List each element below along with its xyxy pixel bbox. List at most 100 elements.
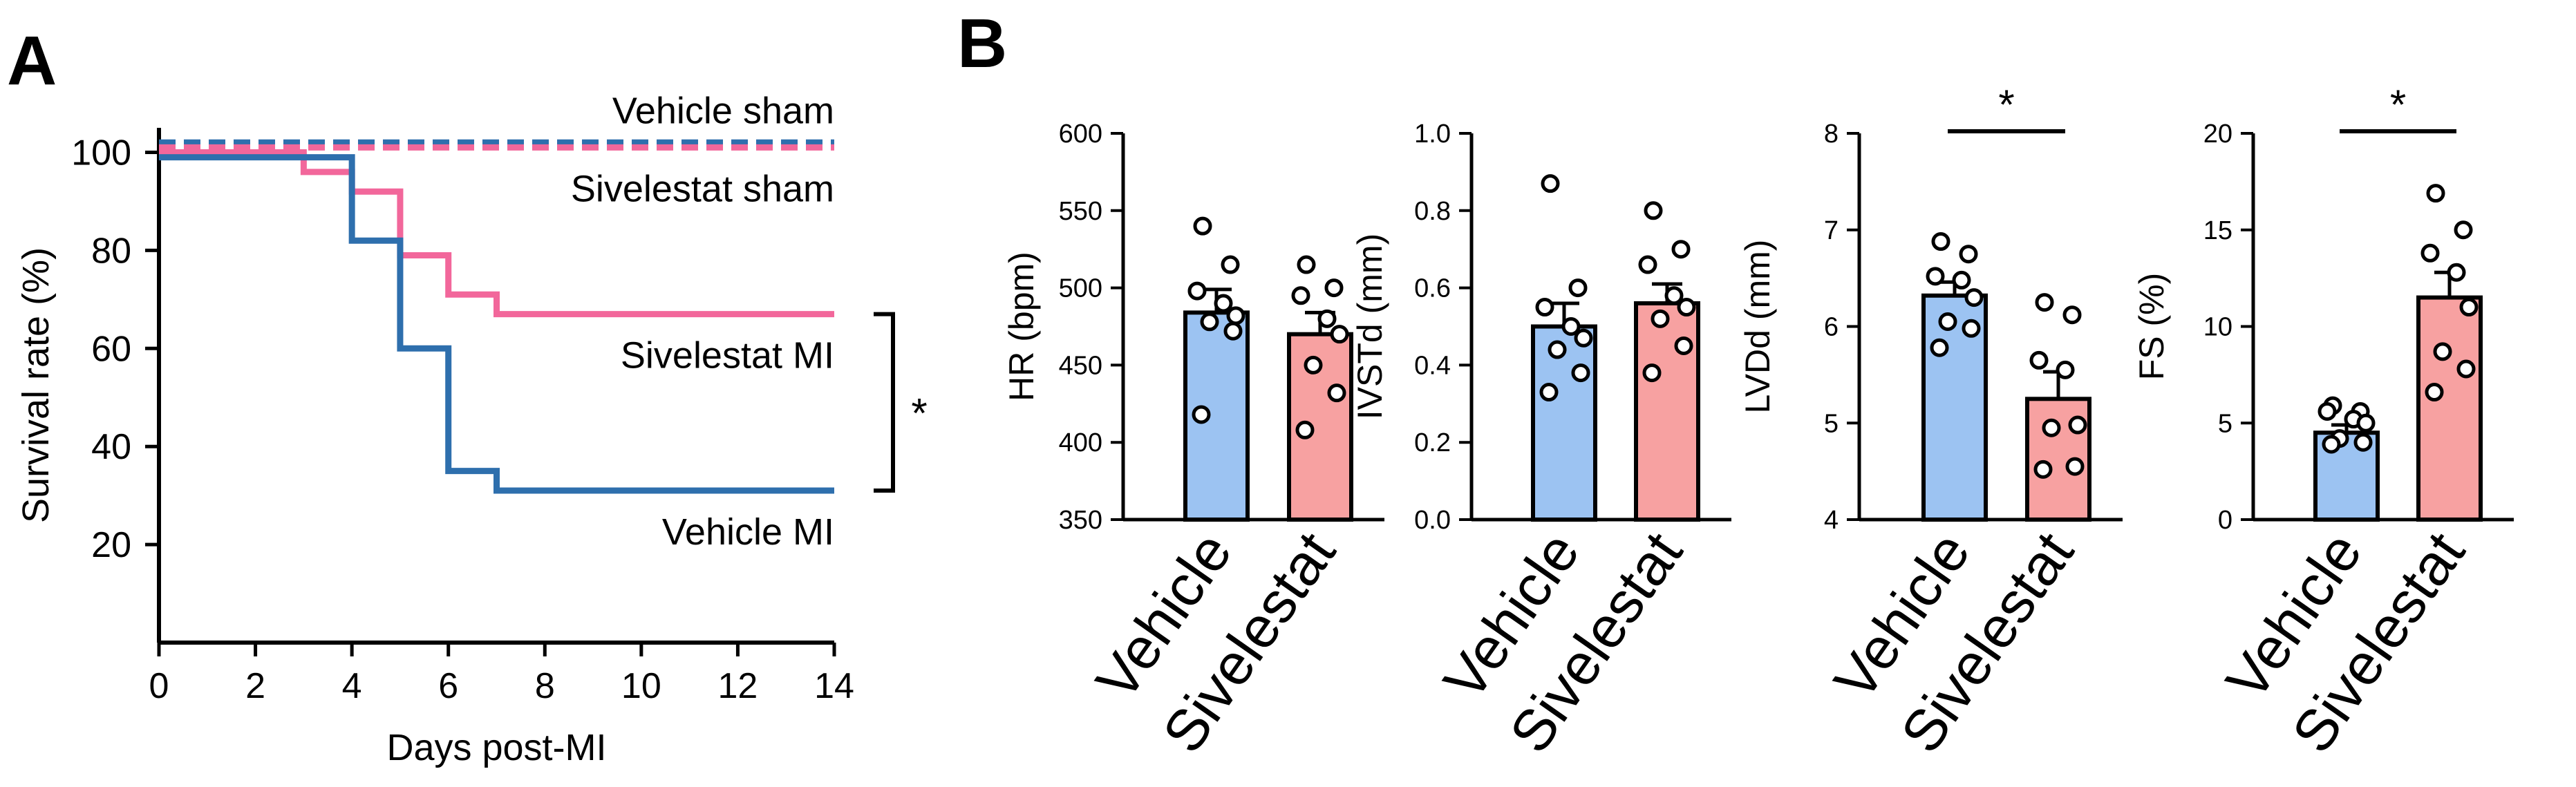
lvdd-data-point (2042, 418, 2061, 437)
hr-data-point (1226, 306, 1245, 325)
lvdd-data-point (2065, 457, 2085, 476)
fs-data-point (2322, 435, 2341, 454)
hr-data-point (1193, 216, 1212, 236)
lvdd-significance-star: * (1998, 82, 2014, 128)
fs-data-point (2433, 342, 2452, 361)
hr-data-point (1304, 355, 1323, 374)
ivstd-data-point (1561, 317, 1581, 336)
lvdd-y-tick-label: 5 (1824, 409, 1839, 438)
ivstd-data-point (1664, 286, 1684, 305)
lvdd-y-tick-label: 8 (1824, 120, 1839, 149)
fs-y-tick-label: 10 (2203, 313, 2232, 342)
ivstd-data-point (1568, 278, 1588, 298)
hr-data-point (1192, 405, 1211, 424)
ivstd-data-point (1535, 298, 1554, 317)
fs-significance-star: * (2390, 82, 2406, 128)
fs-data-point (2318, 401, 2337, 421)
ivstd-data-point (1651, 309, 1670, 328)
y-axis-title: Survival rate (%) (15, 247, 57, 523)
lvdd-data-point (2033, 459, 2053, 479)
ivstd-data-point (1539, 383, 1559, 402)
lvdd-data-point (2035, 293, 2054, 312)
survival-chart: 0 2 4 6 8 10 12 14 20 40 60 80 100 Days post-MI Surviv… (15, 90, 928, 768)
ivstd-data-point (1571, 363, 1590, 383)
y-tick-label: 20 (91, 525, 131, 565)
survival-line-vehicle-mi (159, 154, 834, 494)
panel-label-a: A (7, 22, 57, 99)
hr-data-point (1324, 278, 1344, 298)
hr-y-tick-label: 500 (1059, 274, 1102, 303)
hr-data-point (1221, 255, 1240, 274)
hr-data-point (1291, 286, 1310, 305)
lvdd-data-point (1952, 270, 1971, 290)
lvdd-data-point (2062, 305, 2082, 325)
lvdd-data-point (2029, 350, 2049, 370)
fs-y-tick-label: 5 (2218, 409, 2232, 438)
hr-data-point (1214, 294, 1233, 313)
lvdd-data-point (1926, 267, 1945, 286)
y-tick-label: 100 (71, 133, 131, 173)
ivstd-data-point (1671, 240, 1691, 259)
fs-y-tick-label: 20 (2203, 120, 2232, 149)
fs-y-tick-label: 0 (2218, 506, 2232, 535)
lvdd-data-point (2068, 415, 2087, 435)
lvdd-data-point (1964, 288, 1984, 307)
ivstd-y-tick-label: 0.4 (1414, 351, 1451, 380)
series-label: Vehicle sham (612, 90, 834, 131)
ivstd-data-point (1638, 255, 1657, 274)
series-label: Sivelestat MI (621, 335, 834, 377)
lvdd-y-tick-label: 7 (1824, 216, 1839, 245)
x-axis-title: Days post-MI (386, 727, 606, 768)
x-tick-label: 12 (718, 666, 758, 706)
fs-data-point (2353, 433, 2373, 452)
ivstd-y-tick-label: 1.0 (1414, 120, 1451, 149)
hr-data-point (1223, 321, 1243, 341)
fs-data-point (2459, 298, 2479, 317)
hr-y-tick-label: 600 (1059, 120, 1102, 149)
hr-y-tick-label: 400 (1059, 428, 1102, 457)
lvdd-data-point (1930, 338, 1949, 357)
lvdd-y-axis-title: LVDd (mm) (1738, 240, 1777, 414)
fs-y-axis-title: FS (%) (2132, 273, 2171, 381)
ivstd-y-tick-label: 0.2 (1414, 428, 1451, 457)
hr-data-point (1295, 420, 1315, 439)
lvdd-data-point (1962, 319, 1981, 338)
lvdd-data-point (1959, 245, 1978, 264)
series-label: Vehicle MI (662, 511, 834, 553)
y-tick-label: 40 (91, 427, 131, 467)
x-tick-label: 2 (245, 666, 265, 706)
lvdd-data-point (1931, 232, 1950, 252)
x-tick-label: 4 (342, 666, 362, 706)
hr-data-point (1200, 312, 1219, 332)
hr-y-tick-label: 450 (1059, 351, 1102, 380)
x-tick-label: 14 (814, 666, 854, 706)
lvdd-data-point (1938, 312, 1957, 332)
ivstd-data-point (1548, 340, 1567, 359)
ivstd-data-point (1677, 298, 1696, 317)
fs-data-point (2356, 413, 2376, 433)
ivstd-y-tick-label: 0.8 (1414, 197, 1451, 226)
lvdd-y-tick-label: 4 (1824, 506, 1839, 535)
lvdd-y-tick-label: 6 (1824, 313, 1839, 342)
fs-data-point (2425, 383, 2444, 402)
hr-y-tick-label: 350 (1059, 506, 1102, 535)
hr-data-point (1187, 281, 1207, 301)
fs-data-point (2447, 263, 2466, 282)
fs-data-point (2420, 243, 2440, 263)
ivstd-data-point (1541, 174, 1560, 193)
ivstd-data-point (1642, 363, 1662, 383)
hr-data-point (1297, 255, 1316, 274)
hr-y-tick-label: 550 (1059, 197, 1102, 226)
x-tick-label: 6 (438, 666, 458, 706)
fs-y-tick-label: 15 (2203, 216, 2232, 245)
significance-bracket (874, 312, 895, 493)
y-tick-label: 60 (91, 329, 131, 369)
y-tick-label: 80 (91, 231, 131, 271)
ivstd-data-point (1644, 201, 1663, 220)
hr-data-point (1330, 325, 1349, 344)
ivstd-data-point (1574, 328, 1593, 348)
ivstd-y-tick-label: 0.6 (1414, 274, 1451, 303)
x-tick-label: 8 (535, 666, 555, 706)
